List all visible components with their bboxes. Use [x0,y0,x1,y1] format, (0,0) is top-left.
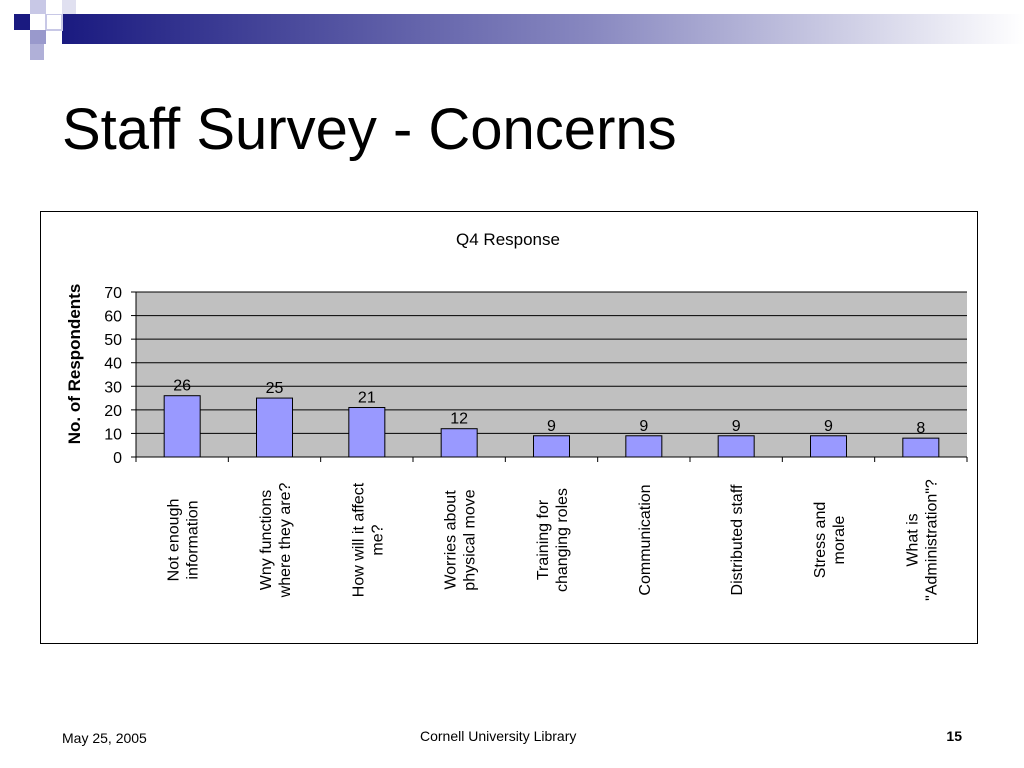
x-category-label: Distributed staff [729,484,746,595]
bar [256,397,293,458]
bar-chart: Q4 Response No. of Respondents 0 10 20 30 40… [65,230,968,601]
bar [163,395,201,458]
x-category-label-line: changing roles [554,488,571,592]
y-axis-label: No. of Respondents [65,284,84,445]
x-category-label: What is "Administration"? [904,479,940,601]
data-label: 25 [266,380,284,397]
y-tick-label: 60 [104,309,122,326]
x-category-label-line: "Administration"? [923,479,940,601]
data-labels: 26 25 21 12 9 9 9 9 8 [173,378,925,437]
x-category-label: Stress and morale [812,502,848,578]
x-category-label-line: physical move [462,489,479,590]
x-category-label-line: Communication [637,484,654,595]
footer-date: May 25, 2005 [62,730,147,746]
x-category-label-line: morale [831,515,848,564]
x-axis-categories: Not enough information Wny functions where … [135,457,968,601]
y-tick-label: 10 [104,426,122,443]
data-label: 8 [916,420,925,437]
chart-container: Q4 Response No. of Respondents 0 10 20 30 40… [40,211,978,644]
data-label: 21 [358,390,376,407]
x-category-label: Wny functions where they are? [258,483,294,599]
x-category-label-line: information [185,500,202,579]
bar [440,428,478,458]
bar [717,435,755,458]
slide-title: Staff Survey - Concerns [62,97,677,162]
x-category-label-line: Wny functions [258,490,275,590]
x-category-label-line: Stress and [812,502,829,578]
x-category-label: How will it affect me? [350,482,386,597]
x-category-label-line: What is [904,513,921,566]
y-tick-label: 40 [104,356,122,373]
x-category-label: Communication [637,484,654,595]
x-category-label-line: How will it affect [350,482,367,597]
x-category-label-line: Distributed staff [729,484,746,595]
x-category-label-line: me? [369,524,386,555]
data-label: 26 [173,378,191,395]
header-decoration [14,0,1024,60]
bar [625,435,663,458]
x-category-label-line: Not enough [166,499,183,582]
footer-organization: Cornell University Library [420,728,577,744]
data-label: 9 [824,418,833,435]
page-number: 15 [946,728,962,744]
x-category-label: Training for changing roles [535,488,571,592]
bar [348,407,386,458]
y-tick-label: 50 [104,332,122,349]
x-category-label: Worries about physical move [443,489,479,590]
data-label: 12 [450,411,468,428]
y-tick-label: 0 [113,450,122,467]
y-tick-label: 30 [104,379,122,396]
bars [163,395,940,458]
data-label: 9 [732,418,741,435]
chart-title: Q4 Response [456,230,560,249]
data-label: 9 [547,418,556,435]
x-category-label-line: Worries about [443,490,460,590]
bar [810,435,847,458]
y-tick-label: 70 [104,285,122,302]
x-category-label: Not enough information [166,499,202,582]
bar [533,435,570,458]
bar [902,437,940,458]
data-label: 9 [639,418,648,435]
x-category-label-line: Training for [535,499,552,580]
y-tick-label: 20 [104,403,122,420]
x-category-label-line: where they are? [277,483,294,599]
